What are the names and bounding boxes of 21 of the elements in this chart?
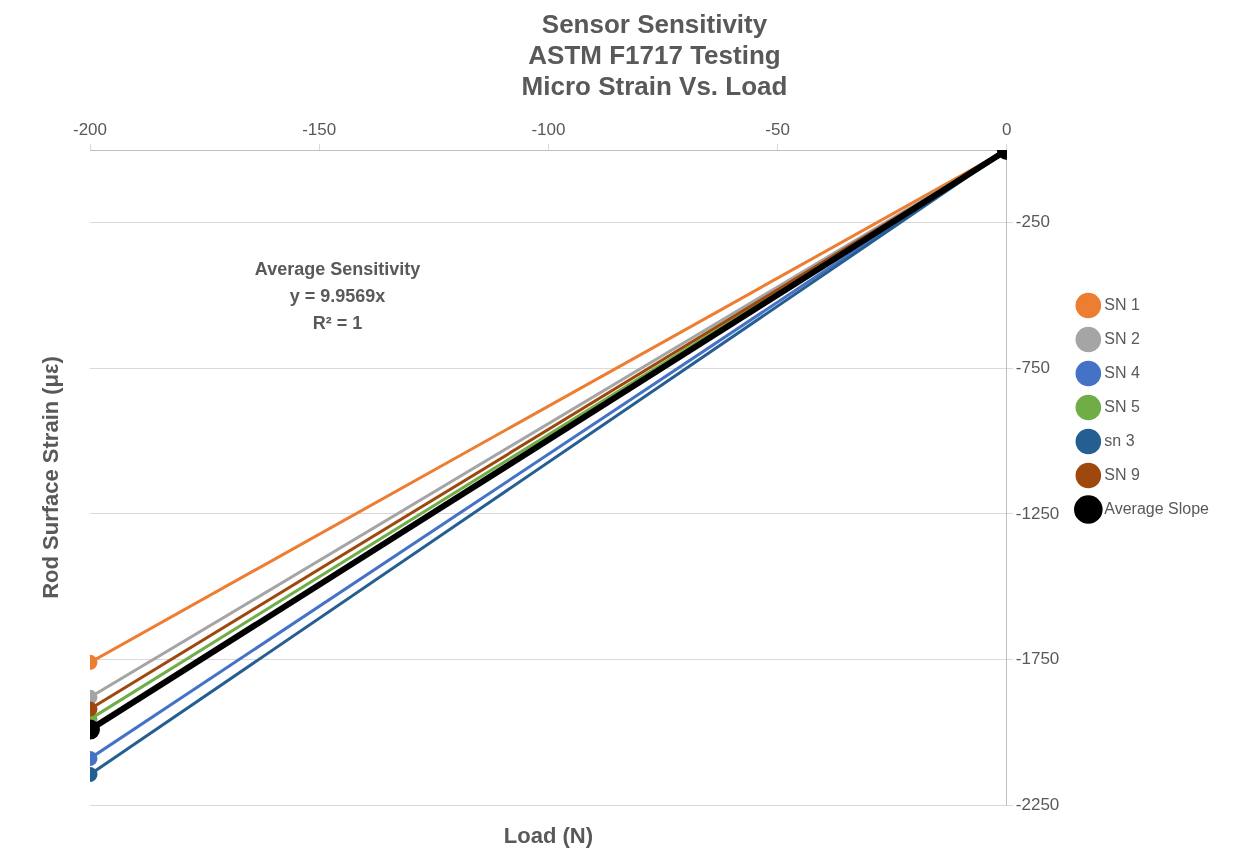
y-tick-label: -1750: [1015, 649, 1060, 669]
legend-label: Average Slope: [1104, 499, 1210, 517]
x-tick-label: 0: [1002, 120, 1012, 140]
legend-label: SN 9: [1104, 465, 1140, 483]
y-tick-label: -750: [1015, 358, 1050, 378]
legend-label: SN 1: [1104, 295, 1140, 313]
x-axis-title: Load (N): [503, 823, 594, 848]
chart-title: Sensor Sensitivity ASTM F1717 Testing Micro Strain Vs. Load: [521, 8, 788, 102]
legend-label: SN 4: [1104, 363, 1140, 381]
x-tick-label: -200: [72, 120, 108, 140]
x-tick-label: -50: [765, 120, 790, 140]
x-tick-label: -150: [302, 120, 337, 140]
legend-label: SN 2: [1104, 329, 1140, 347]
y-axis-title: Rod Surface Strain (με): [38, 356, 63, 599]
y-tick-label: -2250: [1015, 794, 1060, 814]
y-tick-label: -1250: [1015, 503, 1060, 523]
y-tick-label: -250: [1015, 212, 1050, 232]
legend-label: SN 5: [1104, 397, 1140, 415]
x-tick-label: -100: [531, 120, 566, 140]
legend-label: sn 3: [1104, 431, 1135, 449]
annotation: Average Sensitivity y = 9.9569x R² = 1: [254, 259, 421, 333]
